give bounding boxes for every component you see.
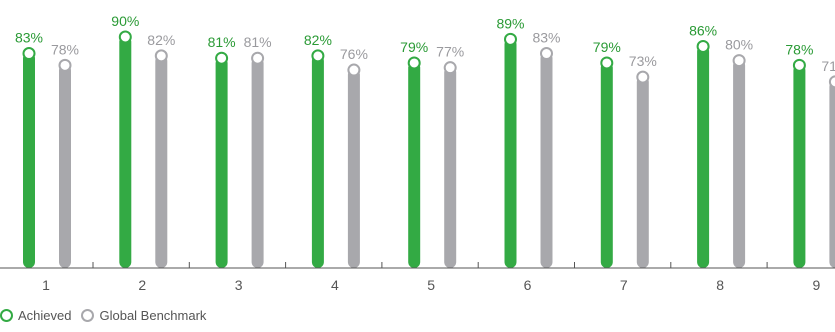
- legend-circle-icon-benchmark: [81, 308, 95, 322]
- x-tick-label-2: 2: [138, 277, 146, 293]
- bar-cap-achieved-5: [407, 56, 421, 70]
- x-axis-ticks: 1 2 3 4 5 6 7 8 9: [42, 262, 821, 293]
- bar-achieved-1: [23, 52, 35, 268]
- bar-cap-benchmark-4: [347, 63, 361, 77]
- x-tick-label-1: 1: [42, 277, 50, 293]
- bar-cap-benchmark-1: [58, 58, 72, 72]
- bar-achieved-9: [793, 64, 806, 268]
- data-label-benchmark-7: 73%: [629, 53, 657, 69]
- bar-achieved-6: [504, 38, 517, 268]
- data-label-benchmark-9: 71%: [821, 58, 835, 74]
- bar-cap-achieved-7: [600, 56, 614, 70]
- data-label-benchmark-2: 82%: [147, 32, 175, 48]
- data-label-achieved-3: 81%: [208, 34, 236, 50]
- x-tick-label-6: 6: [524, 277, 532, 293]
- data-label-achieved-2: 90%: [111, 13, 139, 29]
- bar-benchmark-1: [59, 64, 71, 268]
- legend-circle-icon-achieved: [0, 308, 13, 322]
- bar-achieved-2: [119, 36, 132, 268]
- x-tick-label-5: 5: [427, 277, 435, 293]
- bar-benchmark-9: [829, 80, 835, 268]
- legend-label-achieved: Achieved: [18, 307, 72, 323]
- bars-layer: 83% 78% 90% 82% 81% 81% 82% 76% 79% 77% 89% 83% 79% 7…: [15, 13, 835, 269]
- bar-achieved-8: [697, 45, 710, 268]
- bar-achieved-5: [408, 61, 421, 269]
- bar-cap-achieved-9: [792, 58, 806, 72]
- legend-item-achieved: Achieved: [0, 308, 71, 323]
- legend: Achieved Global Benchmark: [0, 304, 216, 326]
- data-label-achieved-7: 79%: [593, 39, 621, 55]
- bar-cap-achieved-4: [311, 49, 325, 63]
- bar-benchmark-3: [251, 57, 264, 268]
- bar-cap-achieved-1: [22, 47, 36, 61]
- bar-cap-achieved-2: [118, 30, 132, 44]
- legend-item-benchmark: Global Benchmark: [81, 308, 206, 323]
- bar-cap-benchmark-2: [154, 49, 168, 63]
- x-tick-label-7: 7: [620, 277, 628, 293]
- bar-benchmark-2: [155, 54, 168, 268]
- x-tick-label-9: 9: [813, 277, 821, 293]
- bar-cap-benchmark-5: [443, 61, 457, 75]
- bar-benchmark-7: [636, 76, 649, 269]
- bar-cap-achieved-6: [504, 32, 517, 46]
- x-tick-label-8: 8: [716, 277, 724, 293]
- data-label-achieved-6: 89%: [496, 15, 524, 31]
- bar-benchmark-4: [347, 69, 360, 268]
- bar-cap-achieved-3: [215, 51, 229, 65]
- data-label-achieved-9: 78%: [785, 41, 813, 57]
- data-label-achieved-5: 79%: [400, 39, 428, 55]
- data-label-benchmark-8: 80%: [725, 37, 753, 53]
- data-label-achieved-8: 86%: [689, 22, 717, 38]
- bar-cap-benchmark-6: [540, 47, 553, 61]
- bar-cap-benchmark-7: [636, 70, 650, 84]
- bar-achieved-7: [600, 61, 613, 269]
- bar-benchmark-8: [733, 59, 746, 268]
- bar-benchmark-5: [444, 66, 457, 269]
- bar-cap-benchmark-9: [828, 75, 835, 89]
- x-tick-label-3: 3: [235, 277, 243, 293]
- x-tick-label-4: 4: [331, 277, 339, 293]
- data-label-achieved-4: 82%: [304, 32, 332, 48]
- bar-benchmark-6: [540, 52, 553, 268]
- bar-cap-achieved-8: [696, 39, 710, 53]
- data-label-benchmark-6: 83%: [532, 30, 560, 46]
- data-label-benchmark-1: 78%: [51, 41, 79, 57]
- bar-achieved-4: [311, 54, 324, 268]
- data-label-achieved-1: 83%: [15, 30, 43, 46]
- legend-label-benchmark: Global Benchmark: [99, 307, 207, 323]
- data-label-benchmark-5: 77%: [436, 44, 464, 60]
- bar-cap-benchmark-8: [732, 54, 746, 68]
- data-label-benchmark-3: 81%: [244, 34, 272, 50]
- data-label-benchmark-4: 76%: [340, 46, 368, 62]
- bar-achieved-3: [215, 57, 228, 268]
- bar-cap-benchmark-3: [251, 51, 265, 65]
